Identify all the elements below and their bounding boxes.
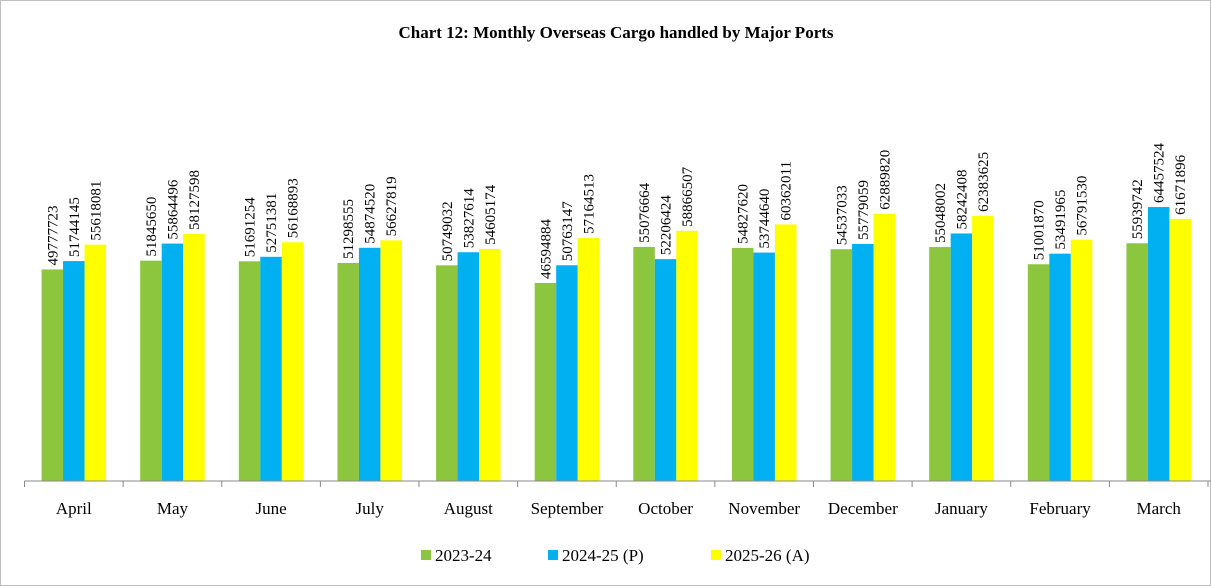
x-tick-label: January: [935, 499, 988, 518]
value-label: 52206424: [659, 195, 675, 256]
value-label: 55048002: [933, 183, 949, 243]
value-label: 54874520: [363, 184, 379, 244]
value-label: 55864496: [165, 179, 181, 240]
bar: [1126, 243, 1148, 481]
bar: [238, 261, 261, 481]
bar: [556, 265, 578, 481]
value-label: 53827614: [461, 188, 477, 249]
value-label: 56791530: [1075, 176, 1091, 236]
value-label: 51744145: [67, 197, 83, 257]
value-label: 61671896: [1173, 154, 1189, 215]
x-tick-label: July: [356, 499, 385, 518]
value-label: 64457524: [1152, 143, 1168, 204]
bar: [830, 249, 853, 481]
value-label: 55779059: [856, 180, 872, 240]
x-tick-label: February: [1029, 499, 1091, 518]
value-label: 51691254: [243, 197, 259, 258]
x-tick-label: June: [255, 499, 286, 518]
value-label: 58866507: [680, 166, 696, 227]
value-label: 54827620: [736, 184, 752, 244]
bar: [1147, 207, 1170, 481]
value-label: 56168893: [286, 178, 302, 238]
bar: [183, 233, 205, 481]
value-label: 58127598: [187, 170, 203, 230]
x-tick-label: September: [531, 499, 604, 518]
value-label: 55939742: [1130, 179, 1146, 239]
value-label: 51845650: [144, 197, 160, 257]
bar: [41, 269, 64, 481]
x-tick-label: August: [444, 499, 493, 518]
value-label: 62889820: [877, 150, 893, 210]
value-label: 49777723: [45, 205, 61, 265]
bar: [676, 230, 698, 481]
bar: [950, 233, 973, 481]
bar: [1169, 218, 1191, 481]
bar: [479, 248, 501, 481]
legend-label: 2024-25 (P): [562, 546, 644, 565]
value-label: 55076664: [637, 182, 653, 243]
bar: [852, 243, 874, 481]
bar: [873, 213, 896, 481]
x-tick-label: November: [728, 499, 800, 518]
value-label: 50763147: [560, 201, 576, 262]
value-label: 53744640: [757, 189, 773, 249]
x-tick-label: April: [56, 499, 92, 518]
bar: [337, 262, 359, 481]
bar: [731, 247, 754, 481]
x-tick-label: December: [828, 499, 898, 518]
value-label: 54537033: [834, 185, 850, 245]
value-label: 56627819: [384, 176, 400, 236]
value-label: 50749032: [440, 201, 456, 261]
value-label: 57164513: [581, 174, 597, 234]
bar: [63, 261, 85, 481]
bar: [140, 260, 162, 481]
bar: [436, 265, 458, 481]
bar: [972, 215, 994, 481]
legend-label: 2023-24: [435, 546, 492, 565]
bar: [1027, 264, 1050, 481]
bar: [457, 252, 480, 481]
value-label: 62383625: [976, 152, 992, 212]
legend-label: 2025-26 (A): [725, 546, 810, 565]
value-label: 52751381: [264, 193, 280, 253]
bar: [654, 259, 677, 481]
bar: [1049, 253, 1071, 481]
value-label: 60362011: [779, 161, 795, 220]
bar: [380, 240, 402, 481]
bar: [1070, 239, 1093, 481]
bar: [774, 224, 797, 481]
x-tick-label: May: [157, 499, 189, 518]
legend-swatch: [548, 550, 558, 560]
x-tick-label: October: [638, 499, 693, 518]
bar: [84, 244, 107, 481]
bar: [753, 252, 775, 481]
bar: [161, 243, 184, 481]
bar: [577, 238, 600, 481]
bar: [534, 282, 557, 481]
value-label: 46594884: [538, 218, 554, 279]
bar: [358, 247, 381, 481]
value-label: 51001870: [1032, 200, 1048, 260]
value-label: 53491965: [1053, 190, 1069, 250]
bar: [633, 246, 655, 481]
value-label: 58242408: [954, 169, 970, 229]
value-label: 51298555: [341, 199, 357, 259]
value-label: 55618081: [88, 181, 104, 241]
legend-swatch: [711, 550, 721, 560]
chart-title: Chart 12: Monthly Overseas Cargo handled…: [398, 23, 833, 42]
bar: [281, 242, 304, 481]
x-tick-label: March: [1137, 499, 1182, 518]
bar: [929, 247, 951, 481]
bar: [260, 256, 282, 481]
value-label: 54605174: [483, 184, 499, 245]
legend-swatch: [421, 550, 431, 560]
